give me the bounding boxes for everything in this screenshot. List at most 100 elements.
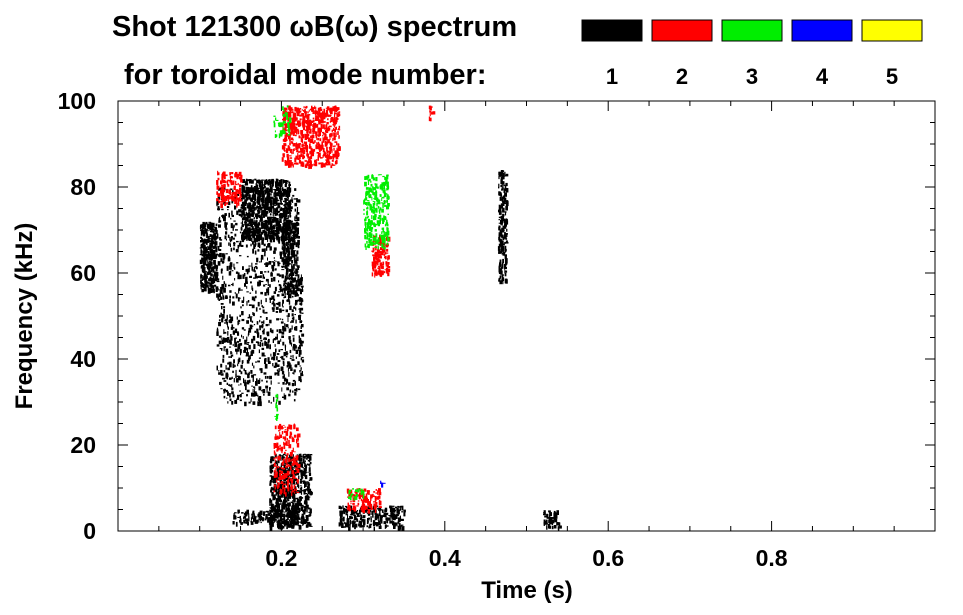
activity-point (288, 454, 291, 458)
activity-point (277, 523, 280, 528)
activity-point (232, 237, 235, 240)
activity-point (275, 459, 277, 462)
activity-point (287, 215, 289, 219)
activity-point (260, 181, 262, 183)
activity-point (200, 224, 203, 229)
activity-point (366, 525, 369, 528)
activity-point (275, 433, 277, 439)
activity-point (312, 128, 315, 132)
activity-point (505, 222, 507, 227)
activity-point (224, 222, 227, 228)
activity-point (268, 520, 271, 525)
activity-point (264, 263, 266, 265)
activity-point (237, 347, 240, 350)
activity-point (334, 110, 336, 115)
activity-point (223, 346, 226, 348)
activity-point (244, 370, 247, 375)
activity-point (218, 319, 221, 322)
activity-point (287, 136, 290, 140)
activity-point (291, 325, 293, 330)
activity-point (287, 259, 290, 261)
activity-point (276, 369, 279, 371)
activity-point (290, 516, 294, 521)
activity-point (231, 376, 233, 379)
activity-point (234, 267, 236, 270)
activity-point (284, 147, 286, 151)
activity-point (275, 218, 279, 223)
activity-point (321, 113, 324, 118)
activity-point (250, 398, 252, 402)
activity-point (237, 332, 240, 336)
activity-point (292, 337, 295, 342)
activity-point (501, 252, 505, 255)
activity-point (253, 313, 255, 317)
activity-point (288, 111, 292, 116)
activity-point (291, 476, 294, 478)
activity-point (288, 502, 291, 507)
activity-point (284, 107, 286, 113)
activity-point (273, 470, 277, 472)
mode-activity-region (216, 187, 301, 407)
activity-point (257, 394, 259, 397)
activity-point (251, 226, 254, 230)
activity-point (344, 505, 348, 508)
activity-point (233, 224, 235, 228)
activity-point (222, 189, 225, 193)
activity-point (377, 261, 379, 266)
activity-point (224, 213, 227, 216)
activity-point (280, 483, 283, 486)
activity-point (269, 507, 271, 509)
activity-point (298, 335, 300, 339)
activity-point (299, 462, 301, 464)
activity-point (275, 491, 279, 495)
activity-point (265, 262, 269, 266)
activity-point (298, 486, 300, 489)
activity-point (281, 247, 284, 250)
activity-point (249, 275, 252, 278)
activity-point (244, 190, 248, 194)
activity-point (363, 519, 366, 525)
activity-point (504, 245, 507, 250)
activity-point (218, 322, 221, 327)
activity-point (286, 426, 289, 430)
activity-point (264, 206, 266, 212)
activity-point (245, 385, 247, 391)
activity-point (259, 204, 262, 209)
activity-point (214, 266, 216, 269)
activity-point (203, 257, 206, 260)
activity-point (206, 228, 208, 231)
activity-point (294, 389, 297, 392)
activity-point (279, 505, 281, 511)
activity-point (281, 146, 284, 150)
activity-point (229, 341, 232, 345)
activity-point (290, 501, 294, 504)
activity-point (301, 504, 304, 507)
activity-point (241, 327, 245, 330)
activity-point (246, 215, 249, 220)
activity-point (373, 508, 376, 513)
activity-point (295, 272, 298, 275)
activity-point (279, 224, 281, 230)
activity-point (209, 280, 211, 282)
activity-point (220, 189, 222, 194)
activity-point (265, 317, 268, 320)
activity-point (282, 111, 285, 114)
activity-point (280, 464, 283, 468)
activity-point (289, 107, 293, 110)
activity-point (282, 299, 284, 304)
activity-point (232, 370, 234, 373)
activity-point (306, 115, 308, 120)
activity-point (338, 125, 341, 129)
activity-point (289, 357, 292, 360)
activity-point (282, 375, 285, 379)
activity-point (307, 481, 310, 487)
activity-point (370, 516, 372, 520)
activity-point (317, 141, 320, 145)
activity-point (287, 282, 290, 286)
activity-point (287, 313, 290, 317)
activity-point (222, 178, 224, 183)
activity-point (379, 234, 381, 239)
activity-point (303, 106, 305, 109)
activity-point (304, 483, 306, 488)
activity-point (290, 243, 294, 248)
